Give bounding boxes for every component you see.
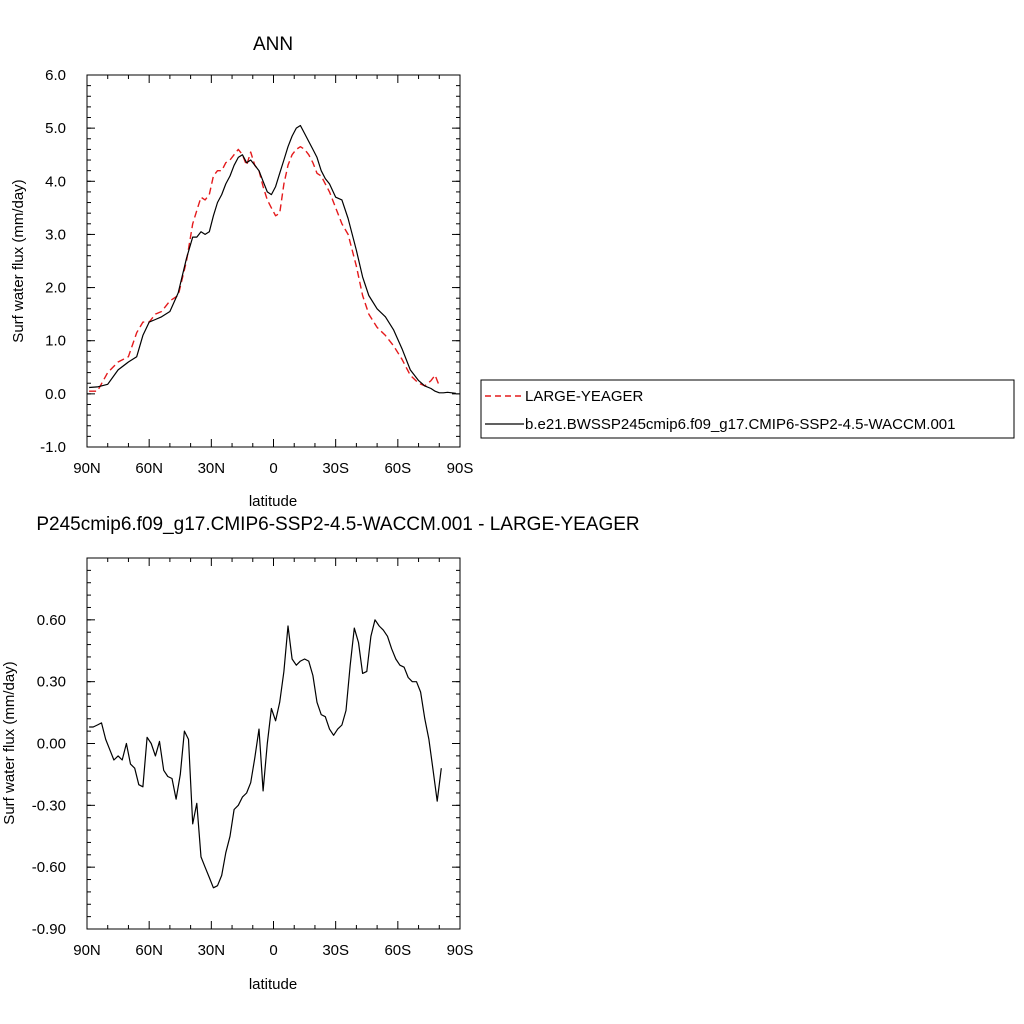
y-axis-label: Surf water flux (mm/day) [1, 661, 18, 824]
y-tick-label: -1.0 [40, 439, 66, 456]
y-tick-label: -0.60 [32, 859, 66, 876]
axis-ticks: 90N 60N 30N 0 30S 60S 90S -1.0 0.0 1.0 2.0 3.0 4.0 5.… [40, 67, 473, 477]
y-tick-label: 3.0 [45, 226, 66, 243]
y-tick-label: 5.0 [45, 120, 66, 137]
x-axis-label: latitude [249, 493, 297, 510]
x-tick-label: 90N [73, 460, 101, 477]
y-tick-label: 4.0 [45, 173, 66, 190]
y-tick-label: 0.60 [37, 612, 66, 629]
x-tick-label: 30N [198, 942, 226, 959]
difference-chart-title: P245cmip6.f09_g17.CMIP6-SSP2-4.5-WACCM.0… [36, 514, 639, 535]
y-tick-label: 6.0 [45, 67, 66, 84]
legend-box [480, 379, 1015, 439]
x-tick-label: 60N [135, 460, 163, 477]
top-chart-panel: ANN 90N 60N 30N 0 30S 60S 90S -1.0 0.0 1.0 2.0 3.0 4… [10, 34, 473, 510]
x-axis-label: latitude [249, 976, 297, 993]
series-lines [89, 124, 456, 394]
x-tick-label: 60S [384, 460, 411, 477]
legend: LARGE-YEAGER b.e21.BWSSP245cmip6.f09_g17… [480, 379, 1015, 439]
x-tick-label: 60N [135, 942, 163, 959]
x-tick-label: 60S [384, 942, 411, 959]
x-tick-label: 0 [269, 460, 277, 477]
y-tick-label: -0.30 [32, 797, 66, 814]
y-tick-label: 0.0 [45, 386, 66, 403]
plot-frame [86, 557, 461, 930]
y-tick-label: 2.0 [45, 280, 66, 297]
series-line-waccm [89, 124, 456, 394]
series-line-difference [89, 619, 442, 889]
series-lines [89, 619, 442, 889]
y-tick-label: -0.90 [32, 921, 66, 938]
x-tick-label: 0 [269, 942, 277, 959]
y-tick-label: 0.30 [37, 674, 66, 691]
x-tick-label: 90S [447, 460, 474, 477]
y-tick-label: 1.0 [45, 333, 66, 350]
legend-label-waccm: b.e21.BWSSP245cmip6.f09_g17.CMIP6-SSP2-4… [525, 416, 955, 433]
x-tick-label: 30N [198, 460, 226, 477]
x-tick-label: 30S [322, 942, 349, 959]
axis-ticks: 90N 60N 30N 0 30S 60S 90S -0.90 -0.60 -0.30 0.00 0.… [32, 557, 474, 959]
legend-label-large-yeager: LARGE-YEAGER [525, 388, 644, 405]
plot-frame [86, 74, 461, 448]
y-axis-label: Surf water flux (mm/day) [10, 179, 27, 342]
x-tick-label: 30S [322, 460, 349, 477]
x-tick-label: 90N [73, 942, 101, 959]
chart-title: ANN [253, 34, 293, 55]
x-tick-label: 90S [447, 942, 474, 959]
bottom-chart-panel: P245cmip6.f09_g17.CMIP6-SSP2-4.5-WACCM.0… [1, 514, 640, 993]
series-line-large-yeager [89, 145, 440, 392]
y-tick-label: 0.00 [37, 736, 66, 753]
